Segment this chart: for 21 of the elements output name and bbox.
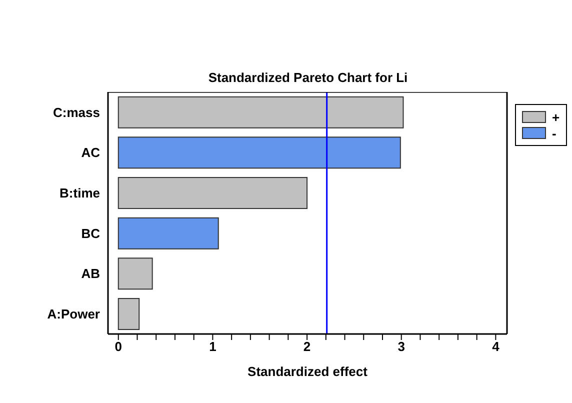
y-tick-label: A:Power [47,306,100,322]
y-tick-label: AC [81,145,101,160]
x-tick-label: 0 [114,339,122,354]
x-tick-label: 4 [492,339,500,354]
y-tick-label: B:time [60,185,100,200]
y-tick-label: C:mass [53,104,100,120]
bar [118,96,404,128]
y-tick-label: BC [81,226,101,241]
x-axis-title: Standardized effect [248,364,368,379]
bar [118,177,308,210]
bar [118,136,401,169]
x-tick-label: 1 [209,339,216,354]
x-tick-label: 3 [398,339,405,354]
chart-title: Standardized Pareto Chart for Li [207,70,409,85]
legend-label: - [552,126,556,140]
bar [118,217,219,250]
legend-label: + [552,110,560,124]
bar [118,298,140,330]
y-tick-label: AB [81,266,100,282]
x-tick-label: 2 [303,339,311,354]
bar [118,258,153,290]
